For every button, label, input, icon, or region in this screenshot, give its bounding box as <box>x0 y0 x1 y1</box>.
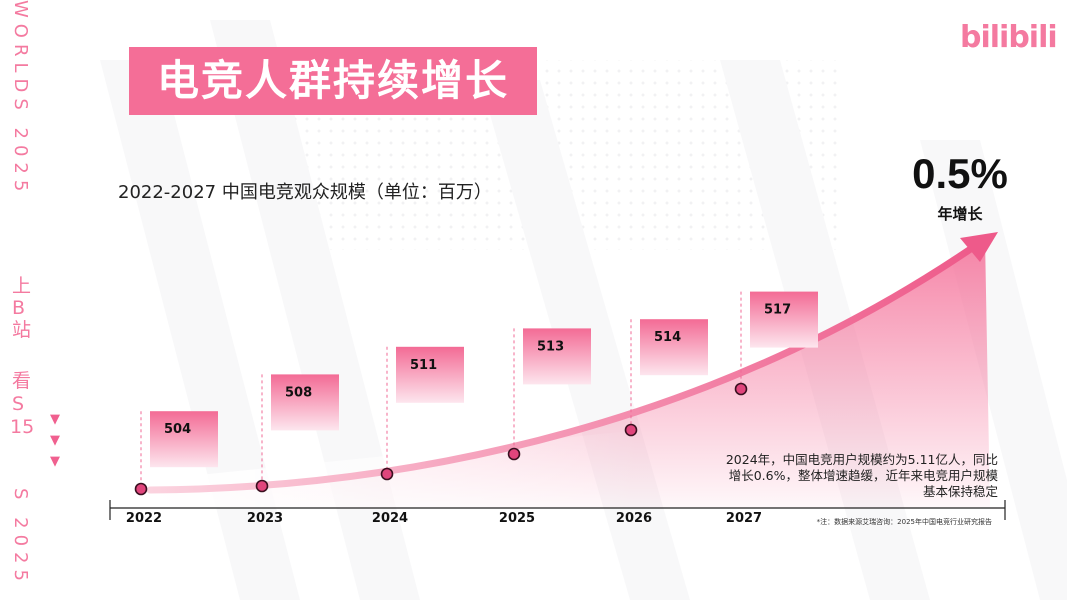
growth-value: 0.5% <box>912 150 1008 197</box>
side-cn-5: S <box>12 393 25 415</box>
side-bottom-text: S 2025 <box>10 488 31 587</box>
data-point <box>380 467 394 481</box>
x-tick-label: 2024 <box>372 511 408 526</box>
chart-title: 2022-2027 中国电竞观众规模（单位：百万） <box>118 182 492 203</box>
data-point <box>255 479 269 493</box>
value-box <box>750 291 818 348</box>
growth-area <box>150 238 990 508</box>
data-label: 504 <box>164 422 191 437</box>
note-text: 2024年，中国电竞用户规模约为5.11亿人，同比 增长0.6%，整体增速趋缓，… <box>690 452 998 500</box>
growth-arrow-line <box>146 242 979 494</box>
side-decoration: WORLDS 2025 上 B 站 看 S 15 ▼ ▼ ▼ S 2025 <box>0 0 60 600</box>
side-top-text: WORLDS 2025 <box>10 0 31 198</box>
value-box <box>150 411 218 468</box>
x-tick-label: 2027 <box>726 511 762 526</box>
data-point <box>734 382 748 396</box>
value-box <box>523 328 591 385</box>
side-cn-1: 上 <box>12 275 32 297</box>
title-banner: 电竞人群持续增长 <box>129 47 537 115</box>
x-tick-label: 2025 <box>499 511 535 526</box>
note-line-2: 增长0.6%，整体增速趋缓，近年来电竞用户规模 <box>728 468 998 483</box>
data-label: 511 <box>410 358 437 373</box>
data-label: 514 <box>654 330 681 345</box>
note-line-1: 2024年，中国电竞用户规模约为5.11亿人，同比 <box>725 452 998 467</box>
data-label: 513 <box>537 339 564 354</box>
page-title: 电竞人群持续增长 <box>156 56 509 105</box>
value-box <box>271 374 339 431</box>
side-cn-3: 站 <box>12 319 32 341</box>
data-label: 517 <box>764 303 791 318</box>
triangle-icon: ▼ <box>50 412 60 427</box>
side-cn-2: B <box>12 297 26 319</box>
source-note: *注：数据来源艾瑞咨询：2025年中国电竞行业研究报告 <box>816 518 992 526</box>
note-line-3: 基本保持稳定 <box>922 484 998 499</box>
x-tick-label: 2026 <box>616 511 652 526</box>
data-point <box>507 447 521 461</box>
x-tick-label: 2023 <box>247 511 283 526</box>
value-box <box>640 319 708 376</box>
side-cn-4: 看 <box>12 370 32 392</box>
side-cn-6: 15 <box>10 416 35 438</box>
growth-label: 年增长 <box>937 205 983 223</box>
data-point <box>624 423 638 437</box>
data-point <box>134 482 148 496</box>
triangle-icon: ▼ <box>50 433 60 448</box>
triangle-icon: ▼ <box>50 454 60 469</box>
value-box <box>396 346 464 403</box>
data-label: 508 <box>285 385 312 400</box>
bilibili-logo: bilibili <box>960 20 1058 55</box>
growth-arrow-head <box>960 232 998 262</box>
x-tick-label: 2022 <box>126 511 162 526</box>
